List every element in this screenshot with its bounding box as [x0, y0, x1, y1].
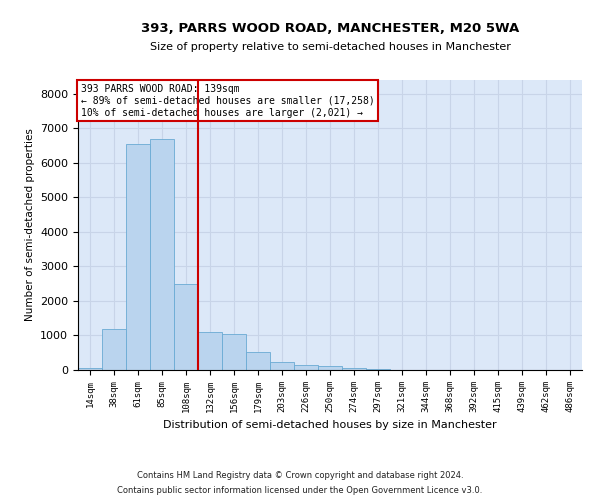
- Bar: [342, 368, 366, 370]
- Bar: [78, 368, 102, 370]
- Text: 393 PARRS WOOD ROAD: 139sqm
← 89% of semi-detached houses are smaller (17,258)
1: 393 PARRS WOOD ROAD: 139sqm ← 89% of sem…: [80, 84, 374, 117]
- Text: Contains HM Land Registry data © Crown copyright and database right 2024.: Contains HM Land Registry data © Crown c…: [137, 471, 463, 480]
- Y-axis label: Number of semi-detached properties: Number of semi-detached properties: [25, 128, 35, 322]
- Bar: [270, 362, 294, 370]
- Text: Size of property relative to semi-detached houses in Manchester: Size of property relative to semi-detach…: [149, 42, 511, 52]
- Bar: [318, 366, 342, 370]
- X-axis label: Distribution of semi-detached houses by size in Manchester: Distribution of semi-detached houses by …: [163, 420, 497, 430]
- Bar: [246, 352, 270, 370]
- Bar: [102, 328, 126, 370]
- Bar: [294, 365, 318, 370]
- Bar: [222, 334, 246, 370]
- Bar: [150, 138, 174, 370]
- Bar: [198, 332, 222, 370]
- Text: 393, PARRS WOOD ROAD, MANCHESTER, M20 5WA: 393, PARRS WOOD ROAD, MANCHESTER, M20 5W…: [141, 22, 519, 36]
- Text: Contains public sector information licensed under the Open Government Licence v3: Contains public sector information licen…: [118, 486, 482, 495]
- Bar: [366, 369, 390, 370]
- Bar: [126, 144, 150, 370]
- Bar: [174, 284, 198, 370]
